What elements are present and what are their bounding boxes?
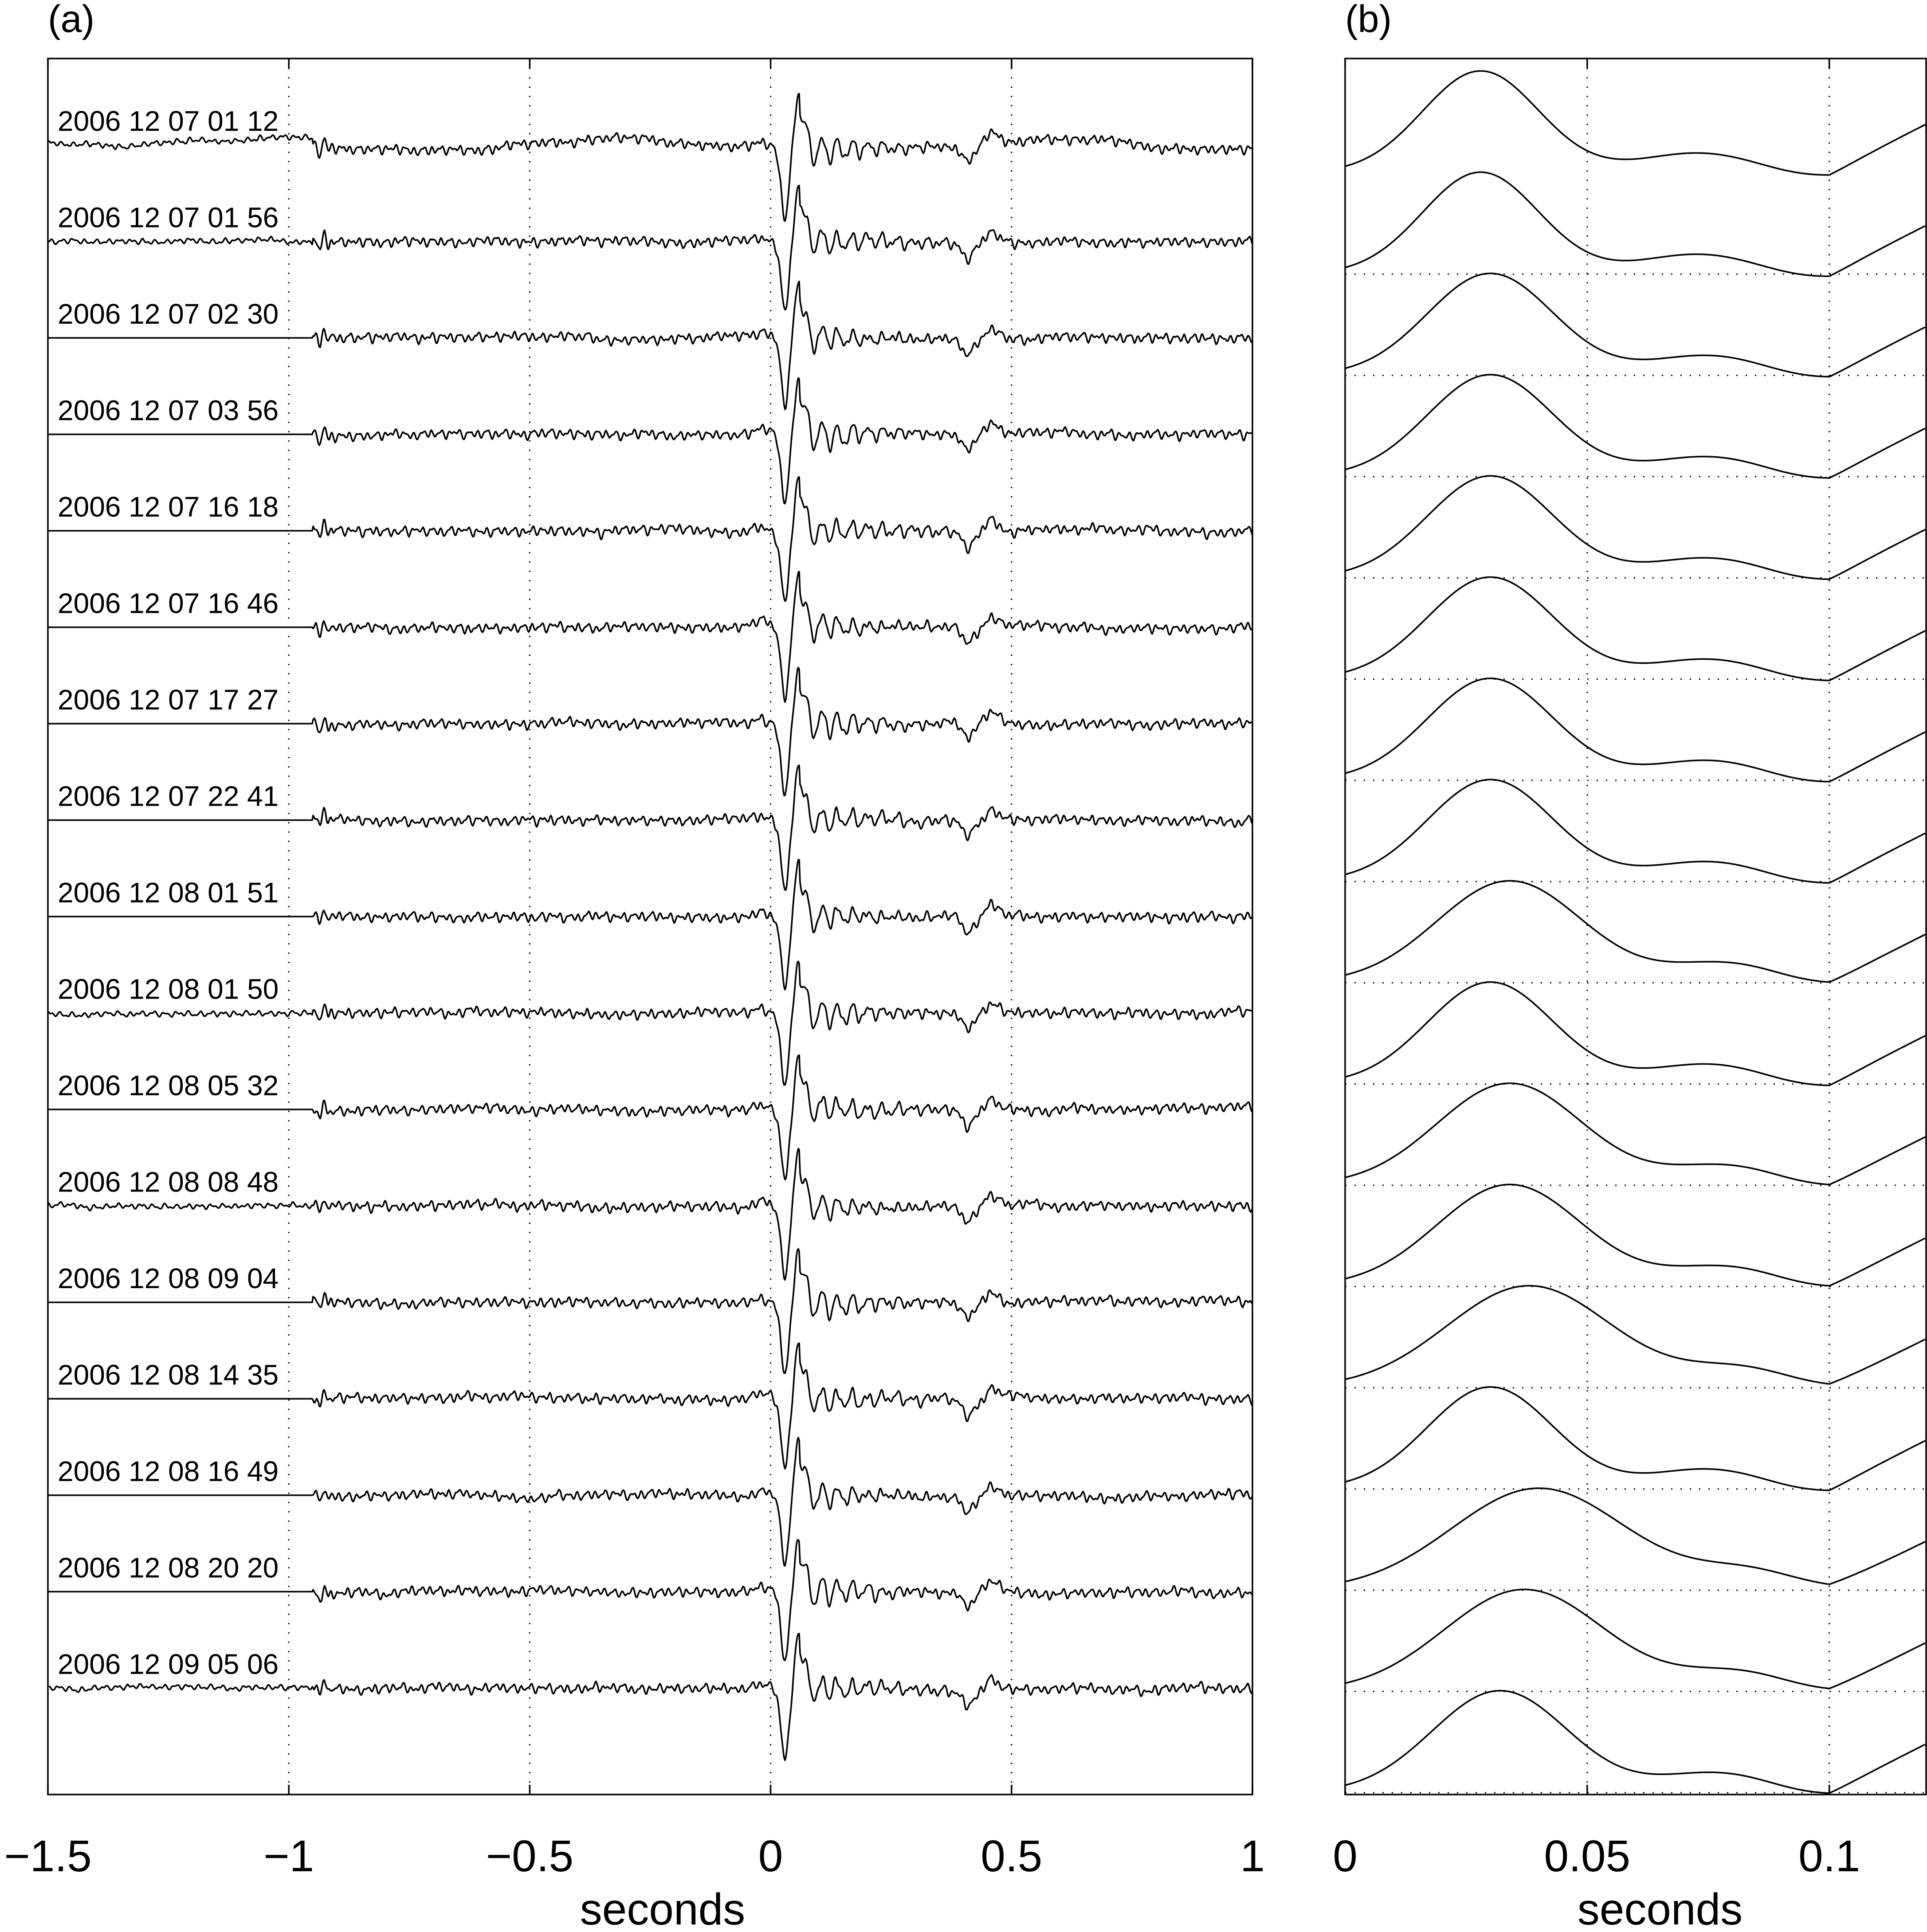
panel-b: 0 0.05 0.1 seconds bbox=[1333, 58, 1927, 1932]
panel-a-trace-label: 2006 12 08 16 49 bbox=[58, 1455, 279, 1487]
panel-a-trace bbox=[48, 764, 1253, 891]
panel-a-trace bbox=[48, 476, 1253, 602]
panel-b-trace bbox=[1345, 779, 1926, 884]
panel-b-trace bbox=[1345, 981, 1926, 1086]
panel-a-tick-label: −1 bbox=[263, 1831, 314, 1881]
panel-a-trace-label: 2006 12 08 09 04 bbox=[58, 1262, 279, 1294]
panel-a-traces bbox=[47, 93, 1253, 1761]
panel-a: 2006 12 07 01 12 2006 12 07 01 56 2006 12 … bbox=[4, 58, 1265, 1932]
panel-a-trace-label: 2006 12 07 22 41 bbox=[58, 780, 279, 812]
panel-b-trace bbox=[1345, 1487, 1926, 1585]
panel-a-trace-label: 2006 12 08 08 48 bbox=[58, 1166, 279, 1198]
panel-a-trace bbox=[48, 1342, 1253, 1470]
panel-a-trace bbox=[47, 960, 1253, 1086]
panel-b-x-axis-label: seconds bbox=[1578, 1885, 1743, 1932]
panel-a-trace-label: 2006 12 08 14 35 bbox=[58, 1359, 279, 1391]
panel-a-tick-label: 0.5 bbox=[981, 1831, 1042, 1881]
panel-a-frame bbox=[47, 58, 1253, 1795]
panel-a-tick-label: 0 bbox=[758, 1831, 783, 1881]
panel-a-trace bbox=[48, 377, 1253, 505]
panel-a-trace-label: 2006 12 07 02 30 bbox=[58, 298, 279, 330]
panel-b-trace bbox=[1345, 576, 1926, 682]
panel-a-tick-label: 1 bbox=[1240, 1831, 1265, 1881]
panel-b-trace bbox=[1345, 1082, 1926, 1186]
panel-a-x-axis-label: seconds bbox=[580, 1885, 745, 1932]
panel-a-trace-label: 2006 12 07 16 46 bbox=[58, 588, 279, 619]
panel-a-trace bbox=[48, 666, 1253, 796]
panel-b-trace bbox=[1345, 1285, 1926, 1385]
panel-a-trace bbox=[48, 1437, 1253, 1567]
panel-a-trace bbox=[47, 1148, 1253, 1281]
panel-a-grid bbox=[288, 59, 1013, 1795]
panel-b-trace bbox=[1345, 1386, 1926, 1491]
panel-b-trace bbox=[1345, 70, 1926, 176]
panel-b-tick-label: 0.05 bbox=[1544, 1831, 1631, 1881]
panel-a-trace-label: 2006 12 08 01 50 bbox=[58, 973, 279, 1005]
panel-a-trace bbox=[48, 1248, 1253, 1374]
panel-a-trace-label: 2006 12 08 20 20 bbox=[58, 1552, 279, 1584]
panel-a-trace-label: 2006 12 09 05 06 bbox=[58, 1648, 279, 1680]
panel-b-trace bbox=[1345, 1690, 1926, 1794]
panel-b-traces bbox=[1345, 70, 1926, 1794]
panel-a-trace bbox=[48, 1539, 1253, 1662]
panel-b-trace bbox=[1345, 374, 1926, 479]
panel-a-label: (a) bbox=[48, 0, 94, 40]
panel-b-trace bbox=[1345, 1588, 1926, 1689]
panel-b-trace bbox=[1345, 1183, 1926, 1287]
panel-a-tick-label: −1.5 bbox=[4, 1831, 91, 1881]
panel-a-trace-label: 2006 12 07 03 56 bbox=[58, 395, 279, 427]
panel-b-tick-label: 0 bbox=[1333, 1831, 1358, 1881]
panel-a-trace-label: 2006 12 07 01 12 bbox=[58, 105, 279, 137]
panel-a-trace-label: 2006 12 08 01 51 bbox=[58, 877, 279, 909]
panel-a-trace bbox=[48, 858, 1253, 991]
panel-a-trace-label: 2006 12 07 16 18 bbox=[58, 491, 279, 523]
panel-b-trace bbox=[1345, 678, 1926, 783]
panel-a-trace bbox=[47, 93, 1253, 222]
panel-b-trace bbox=[1345, 475, 1926, 580]
panel-b-label: (b) bbox=[1345, 0, 1392, 40]
panel-b-grid bbox=[1345, 59, 1926, 1795]
panel-a-trace-labels: 2006 12 07 01 12 2006 12 07 01 56 2006 12 … bbox=[58, 105, 279, 1680]
panel-a-trace bbox=[48, 571, 1253, 703]
panel-a-x-ticks: −1.5 −1 −0.5 0 0.5 1 bbox=[4, 59, 1265, 1881]
panel-b-trace bbox=[1345, 880, 1926, 983]
panel-b-trace bbox=[1345, 272, 1926, 378]
panel-b-x-ticks: 0 0.05 0.1 bbox=[1333, 59, 1860, 1881]
panel-a-trace-label: 2006 12 07 17 27 bbox=[58, 684, 279, 716]
panel-b-tick-label: 0.1 bbox=[1798, 1831, 1860, 1881]
panel-b-frame bbox=[1344, 58, 1927, 1795]
panel-a-trace bbox=[48, 280, 1253, 411]
panel-a-trace bbox=[48, 1054, 1253, 1180]
panel-b-trace bbox=[1345, 171, 1926, 277]
panel-a-trace bbox=[47, 1633, 1253, 1761]
panel-a-trace-label: 2006 12 07 01 56 bbox=[58, 202, 279, 234]
panel-a-trace bbox=[47, 184, 1253, 310]
panel-a-trace-label: 2006 12 08 05 32 bbox=[58, 1070, 279, 1101]
panel-a-tick-label: −0.5 bbox=[486, 1831, 573, 1881]
